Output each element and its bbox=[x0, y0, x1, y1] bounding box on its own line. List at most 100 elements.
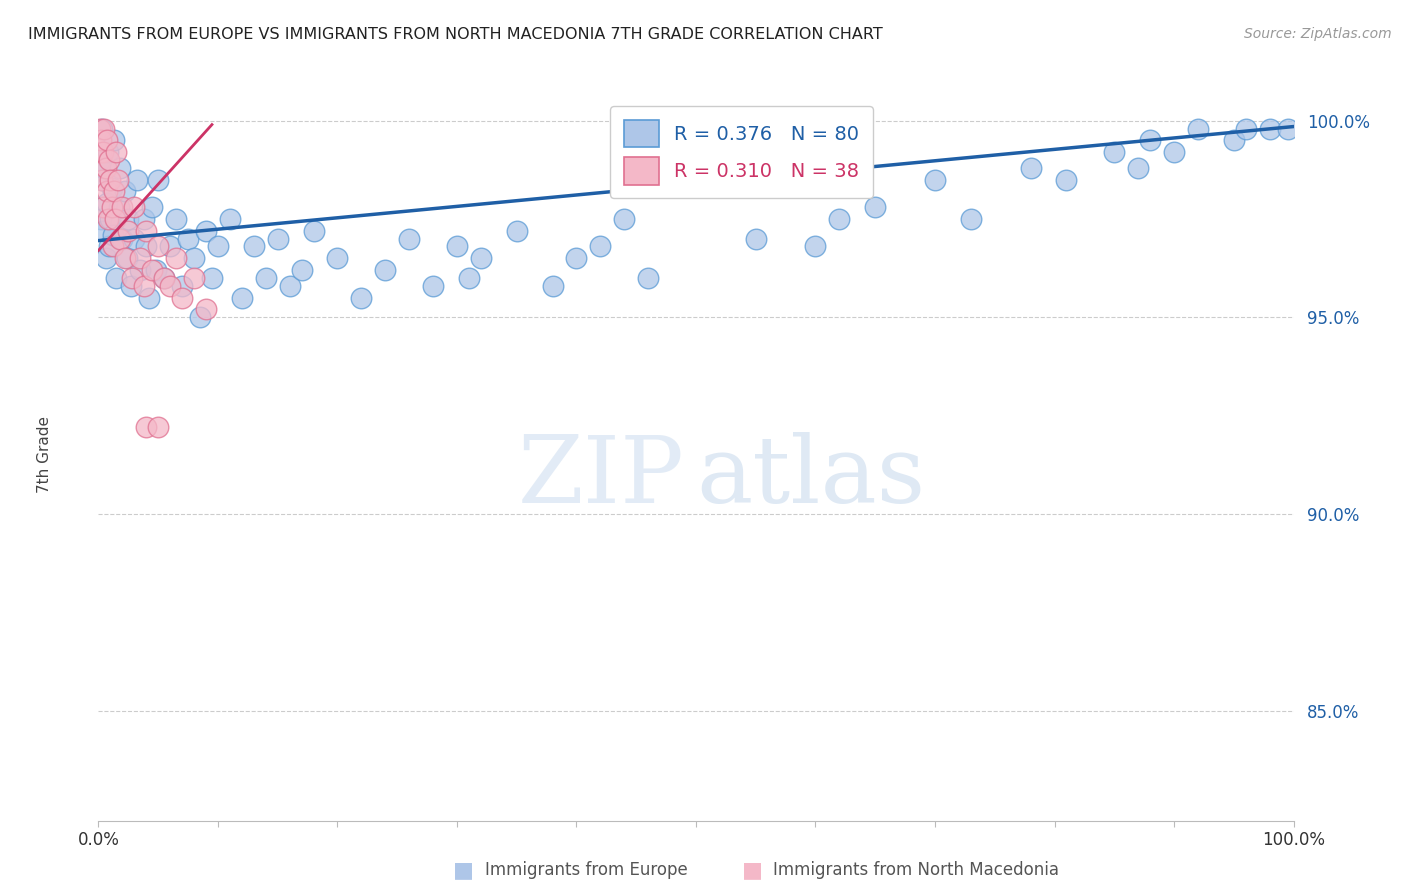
Point bbox=[1277, 121, 1299, 136]
Point bbox=[98, 153, 121, 167]
Point bbox=[94, 252, 117, 266]
Point bbox=[90, 145, 112, 160]
Point bbox=[637, 271, 659, 285]
Text: ZIP: ZIP bbox=[517, 432, 685, 522]
Point bbox=[183, 271, 205, 285]
Point bbox=[97, 145, 120, 160]
Point bbox=[97, 211, 120, 226]
Point bbox=[159, 239, 181, 253]
Point bbox=[1163, 145, 1185, 160]
Point bbox=[1222, 133, 1246, 147]
Point bbox=[541, 278, 564, 293]
Point bbox=[326, 252, 349, 266]
Point bbox=[107, 200, 129, 214]
Text: 7th Grade: 7th Grade bbox=[37, 417, 52, 493]
Point bbox=[243, 239, 266, 253]
Point bbox=[89, 121, 111, 136]
Text: IMMIGRANTS FROM EUROPE VS IMMIGRANTS FROM NORTH MACEDONIA 7TH GRADE CORRELATION : IMMIGRANTS FROM EUROPE VS IMMIGRANTS FRO… bbox=[28, 27, 883, 42]
Point bbox=[219, 211, 242, 226]
Point bbox=[108, 161, 131, 175]
Text: Immigrants from North Macedonia: Immigrants from North Macedonia bbox=[773, 861, 1059, 879]
Point bbox=[114, 252, 136, 266]
Point bbox=[103, 133, 125, 147]
Point bbox=[135, 239, 157, 253]
Point bbox=[159, 278, 181, 293]
Point bbox=[107, 172, 129, 186]
Point bbox=[132, 211, 155, 226]
Point bbox=[422, 278, 444, 293]
Point bbox=[959, 211, 981, 226]
Point bbox=[194, 302, 217, 317]
Point bbox=[302, 224, 325, 238]
Point bbox=[148, 239, 170, 253]
Point bbox=[165, 211, 187, 226]
Point bbox=[172, 291, 194, 305]
Point bbox=[374, 263, 396, 277]
Point bbox=[145, 263, 167, 277]
Point bbox=[231, 291, 253, 305]
Point bbox=[94, 161, 117, 175]
Point bbox=[148, 172, 170, 186]
Point bbox=[506, 224, 529, 238]
Point bbox=[1102, 145, 1125, 160]
Point bbox=[745, 232, 768, 246]
Point bbox=[114, 185, 136, 199]
Point bbox=[267, 232, 290, 246]
Point bbox=[96, 185, 118, 199]
Point bbox=[117, 224, 139, 238]
Point bbox=[132, 278, 155, 293]
Point bbox=[1054, 172, 1078, 186]
Point bbox=[100, 180, 122, 194]
Point bbox=[207, 239, 229, 253]
Point bbox=[613, 211, 636, 226]
Point bbox=[91, 172, 114, 186]
Point bbox=[183, 252, 205, 266]
Point bbox=[177, 232, 200, 246]
Point bbox=[98, 172, 122, 186]
Point bbox=[129, 252, 152, 266]
Text: ■: ■ bbox=[742, 860, 762, 880]
Point bbox=[101, 227, 124, 242]
Point bbox=[201, 271, 224, 285]
Point bbox=[101, 239, 124, 253]
Text: Source: ZipAtlas.com: Source: ZipAtlas.com bbox=[1244, 27, 1392, 41]
Point bbox=[115, 252, 138, 266]
Point bbox=[93, 161, 115, 175]
Point bbox=[828, 211, 851, 226]
Point bbox=[105, 145, 128, 160]
Point bbox=[194, 224, 217, 238]
Text: Immigrants from Europe: Immigrants from Europe bbox=[485, 861, 688, 879]
Point bbox=[108, 232, 131, 246]
Text: ■: ■ bbox=[454, 860, 474, 880]
Point bbox=[1019, 161, 1042, 175]
Legend: R = 0.376   N = 80, R = 0.310   N = 38: R = 0.376 N = 80, R = 0.310 N = 38 bbox=[610, 106, 873, 198]
Point bbox=[89, 153, 111, 167]
Point bbox=[98, 211, 122, 226]
Point bbox=[124, 232, 146, 246]
Point bbox=[1128, 161, 1150, 175]
Point bbox=[124, 200, 146, 214]
Point bbox=[350, 291, 373, 305]
Point bbox=[135, 420, 157, 434]
Point bbox=[135, 224, 157, 238]
Point bbox=[90, 211, 112, 226]
Point bbox=[153, 271, 176, 285]
Point bbox=[90, 133, 112, 147]
Point bbox=[104, 211, 127, 226]
Point bbox=[121, 271, 143, 285]
Point bbox=[165, 252, 187, 266]
Point bbox=[96, 196, 118, 211]
Point bbox=[98, 239, 121, 253]
Point bbox=[125, 172, 148, 186]
Point bbox=[91, 121, 114, 136]
Point bbox=[141, 263, 163, 277]
Point bbox=[96, 133, 118, 147]
Point bbox=[804, 239, 827, 253]
Point bbox=[398, 232, 420, 246]
Text: atlas: atlas bbox=[696, 432, 925, 522]
Point bbox=[470, 252, 492, 266]
Point bbox=[148, 420, 170, 434]
Point bbox=[290, 263, 312, 277]
Point bbox=[254, 271, 277, 285]
Point bbox=[120, 278, 142, 293]
